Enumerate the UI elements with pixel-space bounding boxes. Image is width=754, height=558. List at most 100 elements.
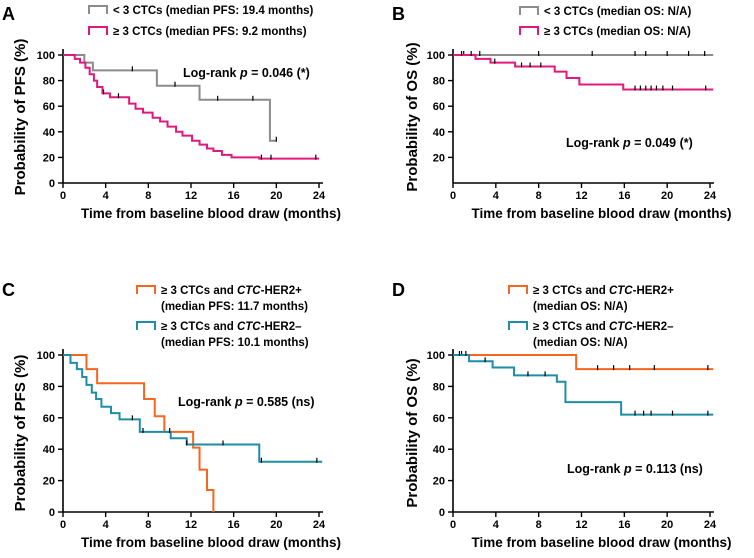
- x-tick-label: 16: [618, 519, 630, 531]
- y-tick-label: 80: [43, 381, 55, 393]
- logrank-p-symbol: p: [622, 136, 631, 150]
- x-axis-label: Time from baseline blood draw (months): [81, 206, 341, 221]
- y-axis-label: Probability of OS (%): [404, 42, 421, 191]
- legend-text: < 3 CTCs (median OS: N/A): [544, 6, 691, 18]
- y-tick-label: 60: [433, 101, 445, 113]
- legend-text-italic: CTC: [237, 321, 261, 333]
- x-axis-label: Time from baseline blood draw (months): [81, 535, 341, 550]
- logrank-text: Log-rank: [567, 462, 624, 476]
- y-tick-label: 0: [439, 507, 445, 519]
- legend-entry: ≥ 3 CTCs and CTC-HER2+: [533, 285, 674, 297]
- y-tick-label: 20: [433, 476, 445, 488]
- legend-entry: < 3 CTCs (median OS: N/A): [544, 6, 691, 18]
- x-tick-label: 4: [493, 519, 500, 531]
- y-tick-label: 100: [427, 50, 445, 62]
- x-tick-label: 0: [450, 519, 456, 531]
- x-tick-label: 8: [145, 190, 151, 202]
- x-tick-label: 12: [185, 190, 197, 202]
- logrank-text: Log-rank: [566, 136, 623, 150]
- legend-swatch: [508, 321, 528, 330]
- logrank-annotation: Log-rank p = 0.113 (ns): [567, 462, 703, 476]
- km-curve-a-1: [63, 54, 277, 142]
- x-axis-label: Time from baseline blood draw (months): [471, 206, 731, 221]
- y-tick-label: 100: [427, 350, 445, 362]
- y-tick-label: 40: [433, 127, 445, 139]
- x-tick-label: 20: [270, 519, 282, 531]
- y-tick-label: 100: [37, 50, 55, 62]
- legend-entry-line2: (median OS: N/A): [533, 337, 628, 349]
- y-tick-label: 20: [433, 152, 445, 164]
- legend-text: ≥ 3 CTCs and: [533, 285, 609, 297]
- km-curve-b-2: [453, 54, 714, 91]
- legend-entry: < 3 CTCs (median PFS: 19.4 months): [113, 5, 314, 17]
- logrank-value: = 0.046 (*): [248, 66, 310, 80]
- x-tick-label: 20: [661, 190, 673, 202]
- legend-entry: ≥ 3 CTCs and CTC-HER2–: [161, 321, 302, 333]
- legend-entry: ≥ 3 CTCs (median PFS: 9.2 months): [113, 26, 307, 38]
- legend-text: -HER2+: [261, 285, 303, 297]
- legend-swatch: [136, 321, 156, 330]
- logrank-annotation: Log-rank p = 0.046 (*): [183, 66, 310, 80]
- km-curve-a-2: [63, 54, 319, 160]
- logrank-annotation: Log-rank p = 0.049 (*): [566, 136, 693, 150]
- panel-label-b: B: [392, 4, 405, 24]
- y-tick-label: 80: [433, 381, 445, 393]
- logrank-p-symbol: p: [234, 395, 243, 409]
- legend-entry-line2: (median OS: N/A): [533, 301, 628, 313]
- legend-swatch: [519, 26, 539, 35]
- x-tick-label: 20: [661, 519, 673, 531]
- y-tick-label: 40: [43, 127, 55, 139]
- panel-b: B 0 4 8 12 16 20 24 20 40 60 80 100 Probability of OS…: [392, 4, 732, 221]
- y-tick-label: 0: [49, 178, 55, 190]
- legend-text: ≥ 3 CTCs and: [161, 285, 237, 297]
- y-axis-label: Probability of PFS (%): [12, 355, 29, 512]
- x-tick-label: 4: [103, 190, 110, 202]
- logrank-value: = 0.585 (ns): [243, 395, 315, 409]
- x-tick-label: 8: [145, 519, 151, 531]
- y-tick-label: 100: [37, 350, 55, 362]
- x-tick-label: 24: [704, 519, 717, 531]
- x-tick-label: 4: [493, 190, 500, 202]
- legend-text: ≥ 3 CTCs and: [161, 321, 237, 333]
- x-tick-label: 0: [60, 190, 66, 202]
- legend-text: ≥ 3 CTCs and: [533, 321, 609, 333]
- panel-label-d: D: [392, 280, 405, 300]
- panel-d: D 0 4 8 12 16 20 24 0 20 40 60 80 100 Probability of O…: [392, 280, 732, 550]
- logrank-text: Log-rank: [178, 395, 235, 409]
- logrank-p-symbol: p: [623, 462, 632, 476]
- x-axis-label: Time from baseline blood draw (months): [471, 535, 731, 550]
- legend-entry-line2: (median PFS: 10.1 months): [161, 337, 309, 349]
- y-axis-label: Probability of PFS (%): [12, 39, 29, 196]
- logrank-p-symbol: p: [239, 66, 248, 80]
- x-tick-label: 8: [536, 190, 542, 202]
- legend-swatch: [136, 285, 156, 294]
- y-tick-label: 80: [43, 76, 55, 88]
- panel-c: C 0 4 8 12 16 20 24 0 20 40 60 80 100 Probability of P…: [2, 280, 341, 550]
- logrank-value: = 0.049 (*): [631, 136, 693, 150]
- legend-text: ≥ 3 CTCs (median OS: N/A): [544, 26, 691, 38]
- x-tick-label: 24: [704, 190, 717, 202]
- y-tick-label: 20: [43, 476, 55, 488]
- y-tick-label: 40: [43, 444, 55, 456]
- y-tick-label: 60: [43, 413, 55, 425]
- legend-text: < 3 CTCs (median PFS: 19.4 months): [113, 5, 314, 17]
- x-tick-label: 12: [575, 519, 587, 531]
- legend-text-italic: CTC: [237, 285, 261, 297]
- km-curve-d-2: [453, 354, 714, 416]
- logrank-value: = 0.113 (ns): [632, 462, 703, 476]
- y-tick-label: 20: [43, 152, 55, 164]
- x-tick-label: 4: [103, 519, 110, 531]
- legend-swatch: [88, 26, 108, 35]
- x-tick-label: 12: [185, 519, 197, 531]
- x-tick-label: 24: [313, 519, 326, 531]
- x-tick-label: 16: [228, 190, 240, 202]
- km-curve-c-2: [63, 354, 323, 463]
- logrank-annotation: Log-rank p = 0.585 (ns): [178, 395, 315, 409]
- logrank-text: Log-rank: [183, 66, 240, 80]
- y-axis-label: Probability of OS (%): [404, 358, 421, 507]
- legend-text: -HER2+: [633, 285, 675, 297]
- legend-text: -HER2–: [261, 321, 303, 333]
- x-tick-label: 24: [313, 190, 326, 202]
- legend-text-italic: CTC: [609, 285, 633, 297]
